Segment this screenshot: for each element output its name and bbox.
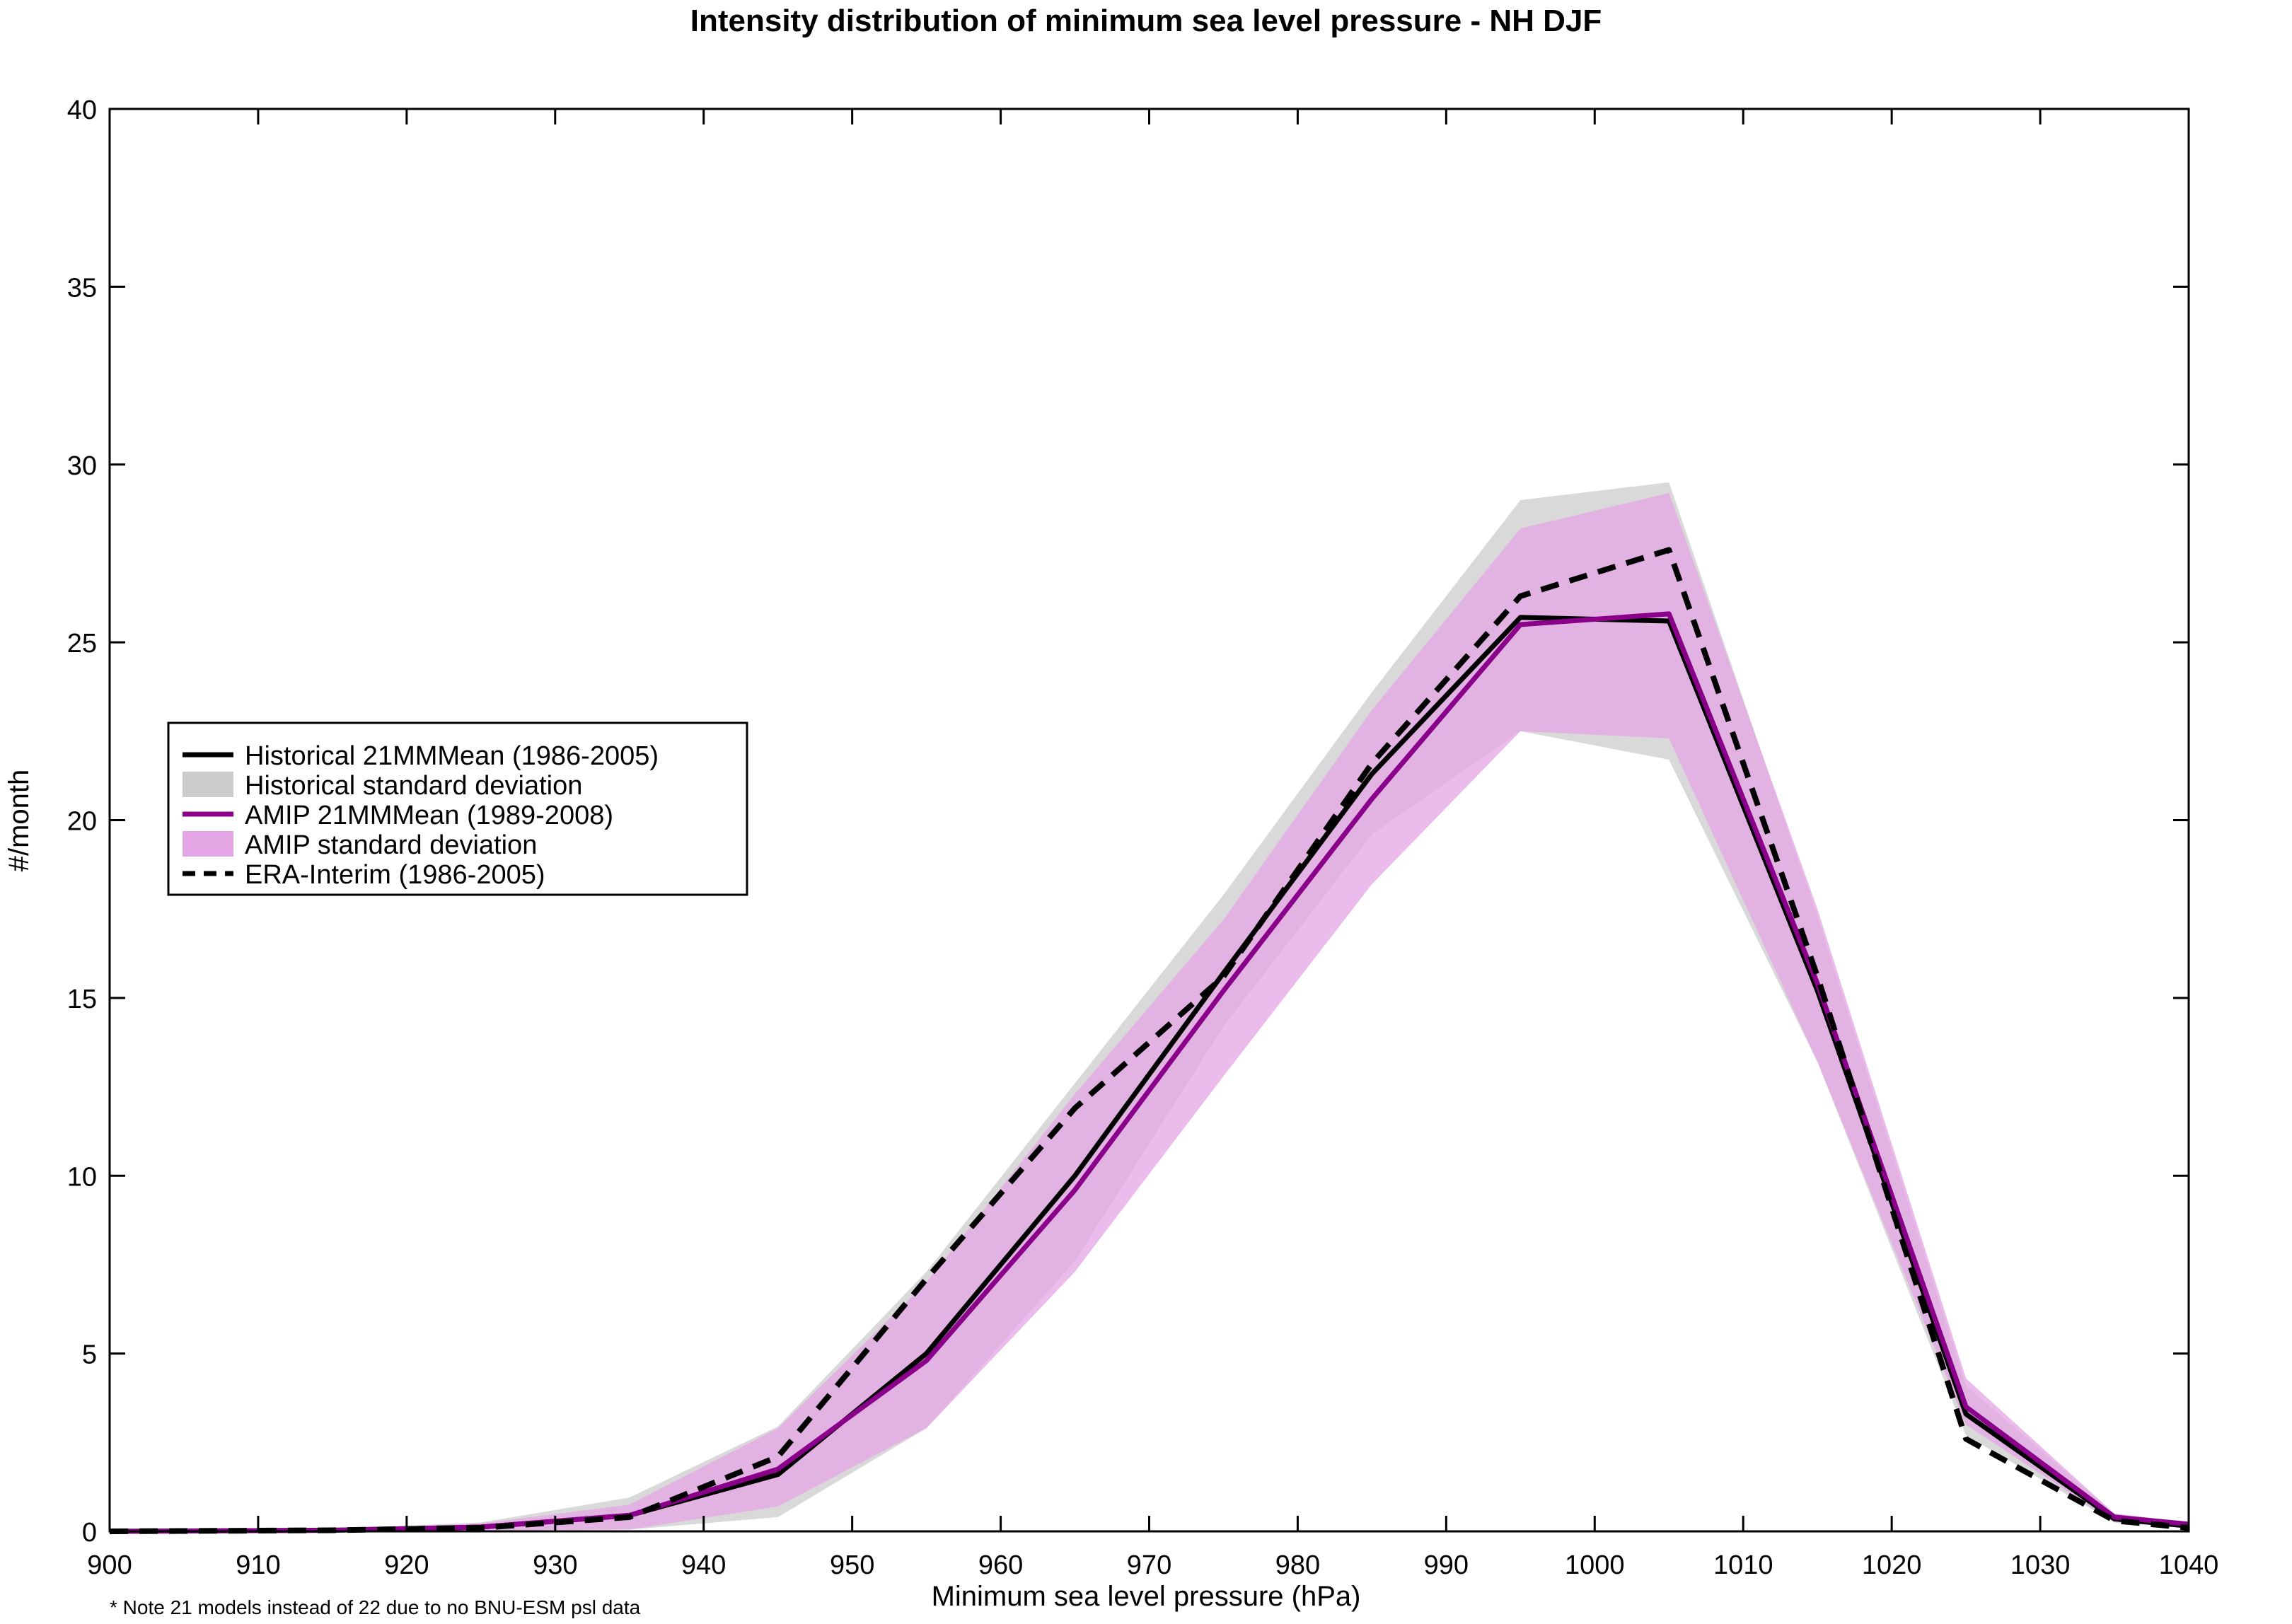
x-tick-label: 900 [87,1550,132,1580]
x-tick-label: 920 [384,1550,429,1580]
y-tick-label: 0 [82,1518,97,1548]
y-tick-label: 25 [67,629,97,659]
x-tick-label: 980 [1275,1550,1320,1580]
x-tick-label: 950 [830,1550,874,1580]
y-tick-label: 10 [67,1162,97,1192]
legend-label: Historical standard deviation [245,771,582,801]
x-tick-label: 1030 [2010,1550,2071,1580]
legend-box [167,721,748,896]
x-tick-label: 1000 [1565,1550,1625,1580]
legend-swatch-amip-standard-deviation [183,831,233,857]
legend-label: Historical 21MMMean (1986-2005) [245,741,659,771]
y-tick-label: 15 [67,985,97,1014]
legend-swatch-historical-standard-deviation [183,772,233,797]
y-tick-label: 35 [67,273,97,303]
x-tick-label: 940 [681,1550,726,1580]
std-dev-bands [110,482,2189,1531]
y-axis-label: #/month [4,770,35,872]
amip-standard-deviation-band [110,493,2189,1531]
legend: Historical 21MMMean (1986-2005)Historica… [167,721,748,896]
x-tick-label: 930 [533,1550,577,1580]
legend-label: ERA-Interim (1986-2005) [245,860,545,890]
axes: 900 910 920 930 940 950 960 970 980 990 1000 1010 10… [67,95,2219,1580]
legend-label: AMIP 21MMMean (1989-2008) [245,801,613,830]
x-tick-label: 910 [236,1550,280,1580]
x-tick-label: 970 [1127,1550,1171,1580]
x-axis-label: Minimum sea level pressure (hPa) [932,1581,1361,1612]
footnote: * Note 21 models instead of 22 due to no… [110,1596,641,1618]
x-tick-label: 1020 [1862,1550,1922,1580]
historical-standard-deviation-band [110,482,2189,1531]
chart-title: Intensity distribution of minimum sea le… [690,4,1602,38]
y-tick-label: 40 [67,95,97,125]
x-tick-label: 990 [1424,1550,1469,1580]
legend-label: AMIP standard deviation [245,830,537,860]
x-tick-label: 1010 [1713,1550,1773,1580]
y-tick-label: 30 [67,451,97,481]
y-tick-label: 5 [82,1340,97,1370]
x-tick-label: 960 [978,1550,1023,1580]
y-tick-label: 20 [67,807,97,837]
x-tick-label: 1040 [2159,1550,2219,1580]
